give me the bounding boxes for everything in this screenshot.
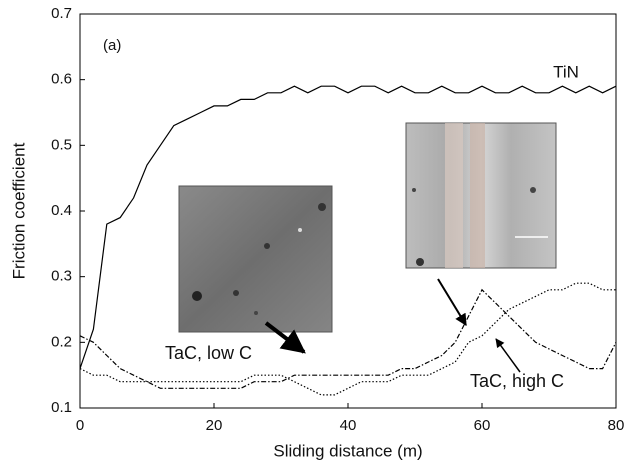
y-tick-label: 0.1 — [51, 399, 72, 416]
series-label: TaC, high C — [470, 371, 564, 391]
y-tick-label: 0.2 — [51, 333, 72, 350]
series-label: TaC, low C — [165, 343, 252, 363]
x-tick-label: 80 — [608, 417, 625, 434]
y-tick-label: 0.6 — [51, 71, 72, 88]
x-tick-label: 60 — [474, 417, 491, 434]
series-line — [79, 282, 616, 396]
panel-label: (a) — [103, 37, 121, 54]
inset-image-high-c — [405, 122, 557, 269]
y-axis-label: Friction coefficient — [9, 142, 28, 279]
x-axis-label: Sliding distance (m) — [273, 441, 422, 460]
series-label: TiN — [553, 62, 579, 81]
y-tick-label: 0.7 — [51, 5, 72, 22]
inset-image-low-c — [178, 185, 333, 333]
series-line — [79, 288, 617, 389]
y-tick-label: 0.3 — [51, 268, 72, 285]
x-tick-label: 20 — [206, 417, 223, 434]
x-tick-label: 0 — [76, 417, 84, 434]
arrows — [264, 278, 521, 373]
series-line — [79, 85, 617, 369]
y-tick-label: 0.4 — [51, 202, 72, 219]
x-tick-label: 40 — [340, 417, 357, 434]
y-tick-label: 0.5 — [51, 136, 72, 153]
